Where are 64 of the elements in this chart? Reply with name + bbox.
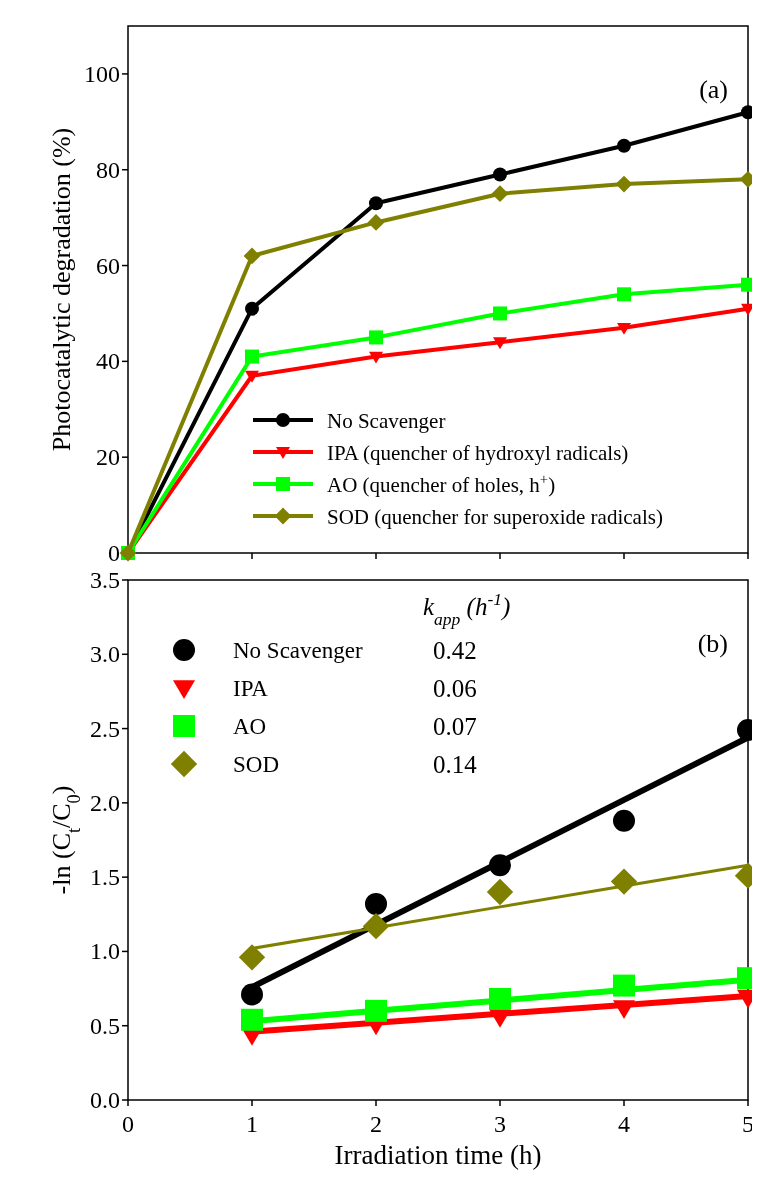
- annotation: 0.07: [433, 713, 477, 740]
- point: [245, 349, 259, 364]
- point: [617, 138, 631, 153]
- point: [493, 337, 507, 350]
- legend-label: SOD: [233, 752, 280, 777]
- point: [491, 185, 509, 203]
- point: [243, 247, 261, 265]
- point: [245, 301, 259, 316]
- point: [617, 322, 631, 335]
- point: [245, 370, 259, 383]
- legend-label: IPA (quencher of hydroxyl radicals): [327, 441, 629, 465]
- point: [493, 306, 507, 321]
- point: [367, 214, 385, 231]
- x-tick-label: 3: [494, 1111, 506, 1137]
- y-tick-label: 2.0: [90, 789, 120, 816]
- point: [369, 196, 383, 211]
- legend-label: AO: [233, 714, 267, 739]
- point: [238, 944, 266, 971]
- y-tick-label: 60: [96, 252, 120, 279]
- y-tick-label: 100: [84, 60, 120, 87]
- y-tick-label: 20: [96, 444, 120, 471]
- point: [362, 912, 390, 940]
- point: [615, 175, 633, 193]
- point: [489, 854, 511, 877]
- legend-label: No Scavenger: [233, 638, 363, 663]
- point: [613, 974, 635, 997]
- point: [493, 167, 507, 182]
- annotation: (a): [699, 75, 728, 104]
- point: [365, 999, 387, 1022]
- y-tick-label: 2.5: [90, 715, 120, 742]
- x-tick-label: 4: [618, 1111, 630, 1137]
- point: [617, 287, 631, 302]
- legend-label: No Scavenger: [327, 409, 446, 433]
- y-tick-label: 40: [96, 348, 120, 375]
- y-tick-label: 0.0: [90, 1087, 120, 1113]
- point: [610, 868, 638, 895]
- legend-label: AO (quencher of holes, h$^{+}$): [327, 471, 556, 497]
- y-tick-label: 1.0: [90, 938, 120, 965]
- y-tick-label: 3.0: [90, 641, 120, 668]
- annotation: (b): [697, 629, 728, 658]
- point: [369, 330, 383, 345]
- point: [369, 351, 383, 364]
- x-axis-title: Irradiation time (h): [334, 1140, 542, 1170]
- y-tick-label: 3.5: [90, 567, 120, 593]
- point: [241, 983, 263, 1006]
- point: [241, 1008, 263, 1031]
- point: [365, 892, 387, 915]
- y-tick-label: 1.5: [90, 864, 120, 891]
- point: [486, 878, 514, 906]
- annotation: 0.14: [433, 751, 478, 778]
- legend-title: k$_{app}$ (h$^{-1}$): [423, 589, 511, 629]
- x-tick-label: 1: [246, 1111, 258, 1137]
- y-tick-label: 80: [96, 156, 120, 183]
- y-tick-label: 0.5: [90, 1012, 120, 1039]
- point: [613, 1000, 635, 1019]
- point: [489, 987, 511, 1010]
- x-tick-label: 2: [370, 1111, 382, 1137]
- annotation: 0.06: [433, 675, 477, 702]
- point: [613, 809, 635, 832]
- annotation: 0.42: [433, 637, 477, 664]
- y-axis-title: Photocatalytic degradation (%): [47, 127, 76, 452]
- legend-label: SOD (quencher for superoxide radicals): [327, 505, 663, 529]
- y-tick-label: 0: [108, 540, 120, 566]
- legend-label: IPA: [233, 676, 269, 701]
